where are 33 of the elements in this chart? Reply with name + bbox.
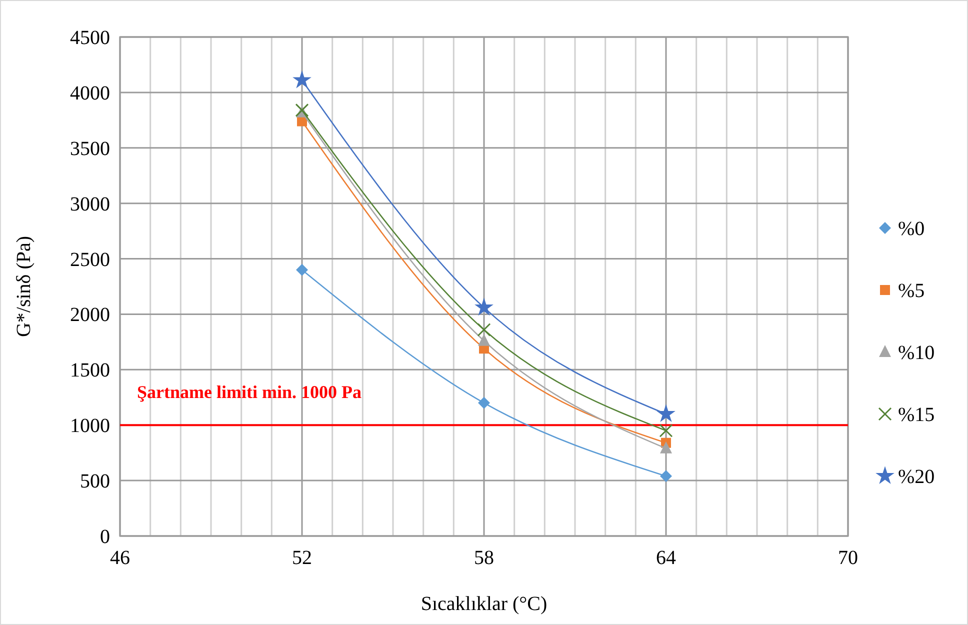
x-tick-label: 46 (110, 547, 130, 569)
x-tick-label: 52 (292, 547, 312, 569)
legend-label: %5 (898, 280, 925, 302)
y-tick-label: 2500 (70, 248, 110, 271)
point (478, 334, 490, 346)
y-tick-label: 4000 (70, 82, 110, 104)
y-axis-title: G*/sinδ (Pa) (13, 236, 35, 338)
x-tick-label: 64 (656, 547, 676, 569)
legend-label: %10 (898, 342, 935, 364)
ref-line-label: Şartname limiti min. 1000 Pa (137, 382, 362, 402)
point (292, 70, 312, 88)
point (474, 298, 494, 316)
legend-label: %0 (898, 218, 925, 240)
y-tick-label: 3000 (70, 193, 110, 216)
x-tick-label: 70 (838, 547, 858, 569)
point (478, 396, 490, 409)
point (477, 322, 491, 336)
y-tick-label: 500 (80, 470, 110, 493)
point (296, 264, 308, 276)
x-axis-title: Sıcaklıklar (°C) (420, 593, 548, 615)
point (660, 470, 672, 482)
point (656, 404, 676, 422)
y-tick-label: 4500 (70, 27, 110, 49)
y-tick-label: 2000 (70, 304, 110, 326)
y-tick-label: 1500 (70, 360, 110, 382)
legend-label: %20 (898, 466, 935, 488)
x-tick-label: 58 (474, 547, 494, 569)
point (660, 441, 672, 454)
point (659, 424, 673, 438)
legend-label: %15 (898, 404, 935, 426)
y-tick-label: 1000 (70, 415, 110, 438)
y-tick-label: 0 (100, 526, 110, 548)
y-tick-label: 3500 (70, 138, 110, 160)
